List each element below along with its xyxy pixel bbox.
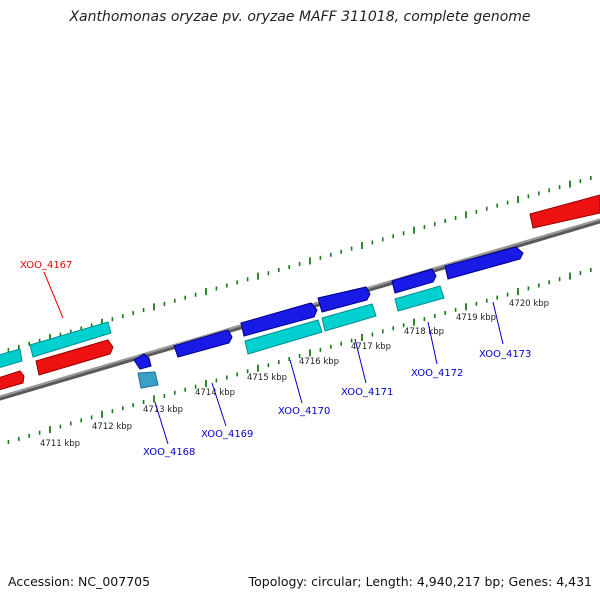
gene-label-xoo-4173[interactable]: XOO_4173	[479, 349, 531, 360]
gene-feature[interactable]	[29, 321, 112, 358]
gene-feature[interactable]	[444, 246, 524, 280]
tick-label: 4717 kbp	[351, 342, 391, 352]
tick-label: 4712 kbp	[92, 422, 132, 432]
gene-feature[interactable]	[0, 348, 23, 369]
leader-line	[289, 359, 303, 404]
genome-summary: Topology: circular; Length: 4,940,217 bp…	[248, 574, 592, 589]
map-title: Xanthomonas oryzae pv. oryzae MAFF 31101…	[69, 9, 531, 25]
tick-label: 4716 kbp	[299, 357, 339, 367]
tick-label: 4711 kbp	[40, 439, 80, 449]
gene-feature[interactable]	[35, 339, 114, 376]
leader-line	[154, 401, 169, 445]
gene-feature[interactable]	[0, 370, 25, 391]
tick-label: 4719 kbp	[456, 313, 496, 323]
gene-label-xoo-4170[interactable]: XOO_4170	[278, 406, 330, 417]
accession-label: Accession: NC_007705	[8, 574, 151, 589]
gene-feature[interactable]	[394, 285, 445, 312]
upper-tick-track	[7, 176, 592, 352]
gene-label-xoo-4168[interactable]: XOO_4168	[143, 447, 195, 458]
gene-label-xoo-4169[interactable]: XOO_4169	[201, 429, 253, 440]
gene-feature[interactable]	[391, 268, 437, 294]
gene-label-xoo-4171[interactable]: XOO_4171	[341, 387, 393, 398]
tick-label: 4715 kbp	[247, 373, 287, 383]
gene-feature[interactable]	[244, 319, 323, 355]
gene-feature[interactable]	[133, 353, 152, 370]
leader-line	[427, 321, 438, 365]
leader-line	[211, 382, 227, 427]
blue-genes	[133, 246, 524, 370]
gene-feature[interactable]	[321, 303, 377, 332]
gene-label-xoo-4167[interactable]: XOO_4167	[20, 260, 72, 271]
gene-feature[interactable]	[137, 371, 159, 389]
lower-tick-track	[7, 268, 592, 444]
tick-label: 4720 kbp	[509, 299, 549, 309]
gene-label-xoo-4172[interactable]: XOO_4172	[411, 368, 463, 379]
reverse-strand-genes	[0, 194, 600, 391]
gene-feature[interactable]	[529, 194, 600, 229]
leader-line	[492, 301, 504, 345]
tick-label: 4713 kbp	[143, 405, 183, 415]
gene-feature[interactable]	[173, 329, 233, 358]
gene-feature[interactable]	[240, 302, 318, 337]
leader-line	[43, 271, 64, 319]
label-leader-lines	[43, 271, 504, 445]
forward-strand-genes	[0, 285, 445, 389]
tick-label: 4718 kbp	[404, 327, 444, 337]
gene-feature[interactable]	[317, 286, 371, 313]
gene-labels: XOO_4167 XOO_4168 XOO_4169 XOO_4170 XOO_…	[20, 260, 531, 458]
leader-line	[354, 338, 367, 384]
